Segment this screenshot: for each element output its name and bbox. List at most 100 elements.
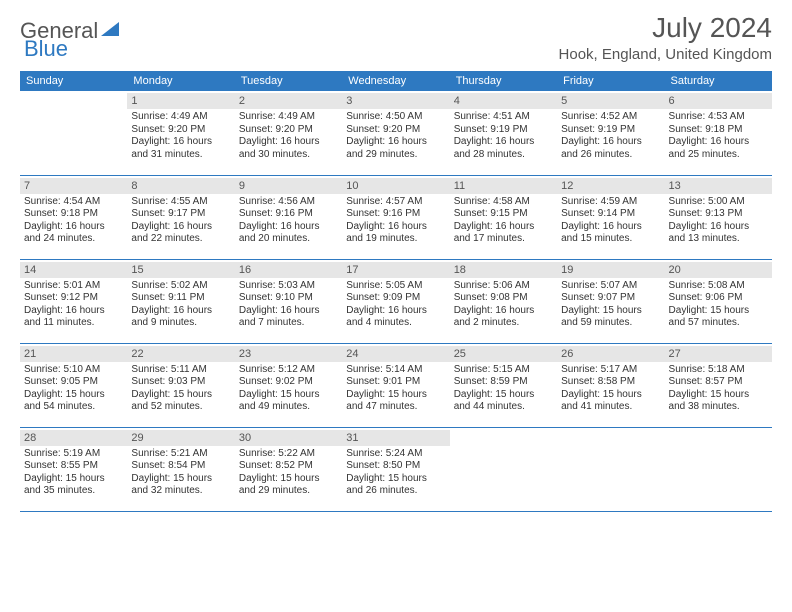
daylight-text-1: Daylight: 16 hours bbox=[131, 136, 230, 149]
day-number: 21 bbox=[20, 346, 127, 362]
calendar-day-cell: 26Sunrise: 5:17 AMSunset: 8:58 PMDayligh… bbox=[557, 343, 664, 427]
daylight-text-1: Daylight: 16 hours bbox=[454, 221, 553, 234]
sunrise-text: Sunrise: 5:01 AM bbox=[24, 280, 123, 293]
day-number: 11 bbox=[450, 178, 557, 194]
calendar-day-cell: 5Sunrise: 4:52 AMSunset: 9:19 PMDaylight… bbox=[557, 91, 664, 175]
day-number: 15 bbox=[127, 262, 234, 278]
sunset-text: Sunset: 8:50 PM bbox=[346, 460, 445, 473]
sunrise-text: Sunrise: 4:58 AM bbox=[454, 196, 553, 209]
sunset-text: Sunset: 9:10 PM bbox=[239, 292, 338, 305]
calendar-week-row: 28Sunrise: 5:19 AMSunset: 8:55 PMDayligh… bbox=[20, 427, 772, 511]
daylight-text-1: Daylight: 16 hours bbox=[24, 221, 123, 234]
calendar-day-cell: 18Sunrise: 5:06 AMSunset: 9:08 PMDayligh… bbox=[450, 259, 557, 343]
sunrise-text: Sunrise: 5:22 AM bbox=[239, 448, 338, 461]
daylight-text-1: Daylight: 15 hours bbox=[454, 389, 553, 402]
daylight-text-1: Daylight: 16 hours bbox=[561, 136, 660, 149]
day-number: 12 bbox=[557, 178, 664, 194]
calendar-day-cell: 9Sunrise: 4:56 AMSunset: 9:16 PMDaylight… bbox=[235, 175, 342, 259]
daylight-text-1: Daylight: 15 hours bbox=[239, 389, 338, 402]
daylight-text-1: Daylight: 16 hours bbox=[239, 221, 338, 234]
daylight-text-1: Daylight: 15 hours bbox=[131, 473, 230, 486]
day-number: 29 bbox=[127, 430, 234, 446]
day-number: 8 bbox=[127, 178, 234, 194]
day-number: 23 bbox=[235, 346, 342, 362]
sunrise-text: Sunrise: 5:18 AM bbox=[669, 364, 768, 377]
sunrise-text: Sunrise: 5:00 AM bbox=[669, 196, 768, 209]
day-number: 22 bbox=[127, 346, 234, 362]
daylight-text-1: Daylight: 16 hours bbox=[669, 221, 768, 234]
daylight-text-2: and 7 minutes. bbox=[239, 317, 338, 330]
logo-triangle-icon bbox=[101, 22, 119, 36]
sunrise-text: Sunrise: 4:53 AM bbox=[669, 111, 768, 124]
sunrise-text: Sunrise: 5:12 AM bbox=[239, 364, 338, 377]
daylight-text-1: Daylight: 16 hours bbox=[561, 221, 660, 234]
day-number: 28 bbox=[20, 430, 127, 446]
weekday-header: Saturday bbox=[665, 71, 772, 91]
day-number: 18 bbox=[450, 262, 557, 278]
sunset-text: Sunset: 9:18 PM bbox=[24, 208, 123, 221]
daylight-text-2: and 38 minutes. bbox=[669, 401, 768, 414]
calendar-day-cell: 14Sunrise: 5:01 AMSunset: 9:12 PMDayligh… bbox=[20, 259, 127, 343]
calendar-day-cell: 11 Sunrise: 4:58 AMSunset: 9:15 PMDayligh… bbox=[450, 175, 557, 259]
calendar-empty-cell bbox=[665, 427, 772, 511]
location-text: Hook, England, United Kingdom bbox=[559, 46, 772, 63]
sunrise-text: Sunrise: 5:06 AM bbox=[454, 280, 553, 293]
sunset-text: Sunset: 8:55 PM bbox=[24, 460, 123, 473]
calendar-day-cell: 16Sunrise: 5:03 AMSunset: 9:10 PMDayligh… bbox=[235, 259, 342, 343]
sunset-text: Sunset: 8:54 PM bbox=[131, 460, 230, 473]
sunset-text: Sunset: 9:15 PM bbox=[454, 208, 553, 221]
day-number: 19 bbox=[557, 262, 664, 278]
logo-text-blue: Blue bbox=[24, 36, 68, 62]
sunrise-text: Sunrise: 4:55 AM bbox=[131, 196, 230, 209]
calendar-day-cell: 24Sunrise: 5:14 AMSunset: 9:01 PMDayligh… bbox=[342, 343, 449, 427]
daylight-text-2: and 26 minutes. bbox=[561, 149, 660, 162]
sunrise-text: Sunrise: 4:59 AM bbox=[561, 196, 660, 209]
day-number: 6 bbox=[665, 93, 772, 109]
daylight-text-2: and 19 minutes. bbox=[346, 233, 445, 246]
daylight-text-1: Daylight: 15 hours bbox=[561, 389, 660, 402]
daylight-text-1: Daylight: 16 hours bbox=[346, 305, 445, 318]
daylight-text-1: Daylight: 16 hours bbox=[346, 221, 445, 234]
sunset-text: Sunset: 9:05 PM bbox=[24, 376, 123, 389]
daylight-text-2: and 26 minutes. bbox=[346, 485, 445, 498]
sunrise-text: Sunrise: 5:05 AM bbox=[346, 280, 445, 293]
day-number: 17 bbox=[342, 262, 449, 278]
daylight-text-2: and 47 minutes. bbox=[346, 401, 445, 414]
daylight-text-2: and 44 minutes. bbox=[454, 401, 553, 414]
daylight-text-2: and 29 minutes. bbox=[346, 149, 445, 162]
daylight-text-1: Daylight: 15 hours bbox=[346, 389, 445, 402]
calendar-week-row: 14Sunrise: 5:01 AMSunset: 9:12 PMDayligh… bbox=[20, 259, 772, 343]
daylight-text-2: and 28 minutes. bbox=[454, 149, 553, 162]
daylight-text-2: and 54 minutes. bbox=[24, 401, 123, 414]
daylight-text-2: and 17 minutes. bbox=[454, 233, 553, 246]
sunset-text: Sunset: 9:16 PM bbox=[346, 208, 445, 221]
daylight-text-1: Daylight: 16 hours bbox=[454, 136, 553, 149]
calendar-header-row: SundayMondayTuesdayWednesdayThursdayFrid… bbox=[20, 71, 772, 91]
sunset-text: Sunset: 9:07 PM bbox=[561, 292, 660, 305]
daylight-text-2: and 35 minutes. bbox=[24, 485, 123, 498]
sunrise-text: Sunrise: 4:54 AM bbox=[24, 196, 123, 209]
daylight-text-2: and 4 minutes. bbox=[346, 317, 445, 330]
calendar-day-cell: 2Sunrise: 4:49 AMSunset: 9:20 PMDaylight… bbox=[235, 91, 342, 175]
calendar-empty-cell: . bbox=[20, 91, 127, 175]
sunrise-text: Sunrise: 5:07 AM bbox=[561, 280, 660, 293]
daylight-text-2: and 24 minutes. bbox=[24, 233, 123, 246]
sunrise-text: Sunrise: 5:02 AM bbox=[131, 280, 230, 293]
daylight-text-1: Daylight: 16 hours bbox=[239, 136, 338, 149]
day-number: 26 bbox=[557, 346, 664, 362]
weekday-header: Sunday bbox=[20, 71, 127, 91]
weekday-header: Friday bbox=[557, 71, 664, 91]
calendar-day-cell: 15Sunrise: 5:02 AMSunset: 9:11 PMDayligh… bbox=[127, 259, 234, 343]
day-number: 30 bbox=[235, 430, 342, 446]
calendar-day-cell: 22Sunrise: 5:11 AMSunset: 9:03 PMDayligh… bbox=[127, 343, 234, 427]
daylight-text-1: Daylight: 15 hours bbox=[24, 473, 123, 486]
sunset-text: Sunset: 9:19 PM bbox=[454, 124, 553, 137]
daylight-text-1: Daylight: 16 hours bbox=[346, 136, 445, 149]
day-number: 27 bbox=[665, 346, 772, 362]
day-number: 20 bbox=[665, 262, 772, 278]
calendar-day-cell: 8Sunrise: 4:55 AMSunset: 9:17 PMDaylight… bbox=[127, 175, 234, 259]
sunset-text: Sunset: 9:06 PM bbox=[669, 292, 768, 305]
calendar-day-cell: 20Sunrise: 5:08 AMSunset: 9:06 PMDayligh… bbox=[665, 259, 772, 343]
daylight-text-2: and 22 minutes. bbox=[131, 233, 230, 246]
daylight-text-2: and 11 minutes. bbox=[24, 317, 123, 330]
